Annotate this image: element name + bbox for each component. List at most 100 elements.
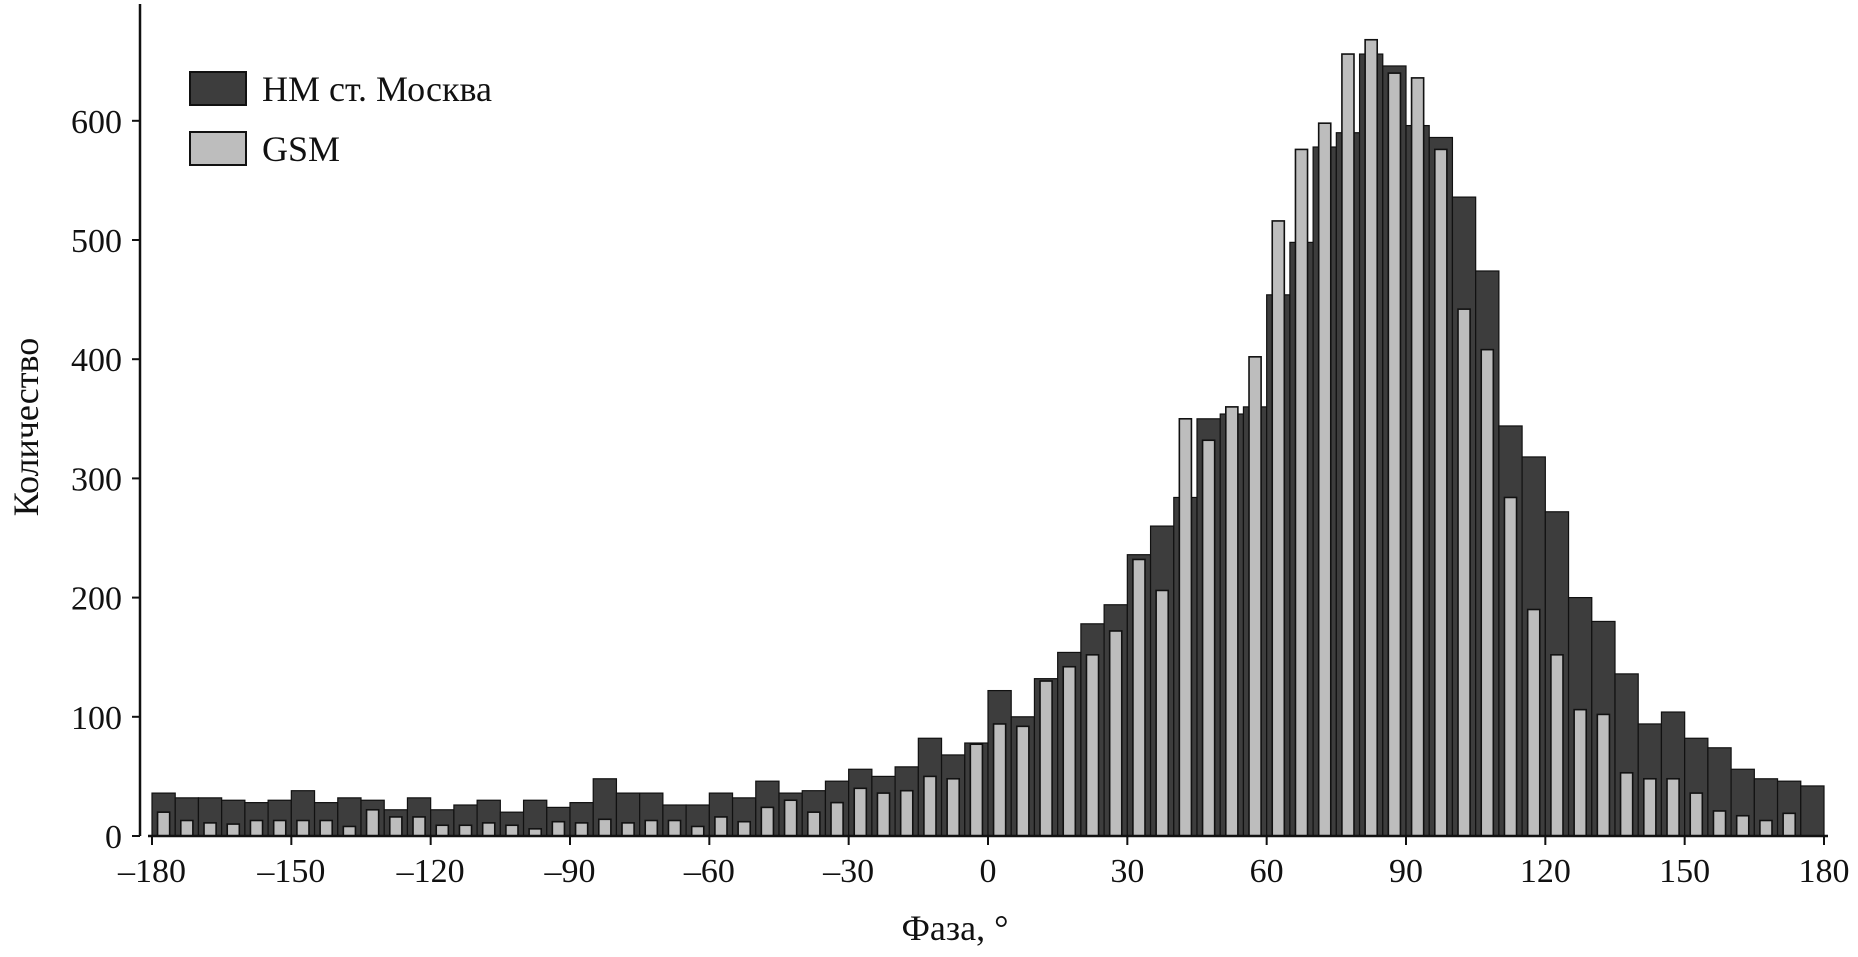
legend-swatch-gsm [189, 131, 247, 166]
legend: НМ ст. Москва GSM [189, 69, 492, 169]
bar-gsm [667, 819, 682, 837]
bar-gsm [690, 825, 705, 837]
y-tick-label: 600 [71, 104, 122, 141]
y-tick-label: 0 [105, 819, 122, 856]
bar-gsm [946, 777, 961, 837]
bar-gsm [1712, 810, 1727, 837]
bar-gsm [1619, 772, 1634, 837]
x-tick-label: 30 [1110, 853, 1144, 890]
x-tick-label: –30 [822, 853, 874, 890]
x-tick-label: 0 [980, 853, 997, 890]
bar-gsm [1643, 777, 1657, 837]
bar-moscow [1800, 785, 1825, 837]
x-tick-label: 120 [1520, 853, 1571, 890]
bar-gsm [481, 822, 496, 837]
bar-gsm [597, 818, 612, 837]
bar-gsm [830, 801, 844, 837]
bar-gsm [876, 792, 891, 837]
legend-label-moscow: НМ ст. Москва [262, 69, 492, 109]
bar-gsm [1108, 630, 1123, 837]
y-tick-label: 300 [71, 461, 122, 498]
bar-gsm [899, 789, 914, 837]
bar-gsm [1294, 148, 1309, 837]
bar-gsm [574, 822, 589, 837]
bar-gsm [319, 819, 334, 837]
x-tick-label: 90 [1389, 853, 1423, 890]
bar-gsm [1596, 713, 1611, 837]
x-tick-label: –90 [544, 853, 596, 890]
bar-gsm [1457, 308, 1471, 837]
y-tick-label: 400 [71, 342, 122, 379]
bar-gsm [969, 743, 984, 837]
bar-gsm [342, 825, 357, 837]
bar-gsm [1317, 122, 1332, 837]
bar-gsm [1062, 665, 1077, 837]
x-tick-label: 180 [1799, 853, 1850, 890]
bar-gsm [992, 723, 1007, 837]
bar-gsm [1364, 38, 1379, 837]
y-tick-label: 200 [71, 581, 122, 618]
series-moscow-bars [151, 53, 1825, 837]
x-axis-ticks: –180 –150 –120 –90 –60 –30 0 30 60 90 120 150 180 [117, 836, 1850, 890]
bar-gsm [1341, 53, 1355, 837]
bar-gsm [156, 811, 171, 837]
bar-gsm [1782, 812, 1797, 837]
bar-gsm [760, 806, 775, 837]
legend-label-gsm: GSM [262, 129, 340, 169]
bar-gsm [1759, 819, 1773, 837]
bar-gsm [1201, 439, 1216, 837]
bar-gsm [1225, 406, 1239, 837]
y-tick-label: 500 [71, 223, 122, 260]
bar-gsm [1015, 725, 1030, 837]
bar-gsm [1526, 608, 1541, 837]
x-tick-label: –150 [256, 853, 325, 890]
legend-swatch-moscow [189, 71, 247, 106]
x-tick-label: –180 [117, 853, 186, 890]
y-tick-label: 100 [71, 700, 122, 737]
bar-gsm [1155, 589, 1170, 837]
x-tick-label: –120 [396, 853, 465, 890]
bar-gsm [1039, 680, 1053, 837]
bar-gsm [203, 822, 217, 837]
bar-gsm [1434, 148, 1448, 837]
bar-gsm [412, 816, 426, 837]
bar-gsm [621, 822, 635, 837]
x-tick-label: 150 [1659, 853, 1710, 890]
bar-gsm [249, 819, 264, 837]
bar-gsm [644, 819, 659, 837]
bar-gsm [272, 819, 287, 837]
x-axis-title: Фаза, ° [901, 908, 1008, 948]
bar-gsm [1689, 792, 1704, 837]
bar-gsm [296, 819, 310, 837]
bar-gsm [1666, 777, 1680, 837]
x-tick-label: –60 [683, 853, 735, 890]
bar-gsm [1550, 654, 1564, 837]
bar-gsm [1573, 708, 1588, 837]
bar-gsm [505, 824, 519, 837]
bar-gsm [1271, 220, 1286, 837]
bar-gsm [388, 816, 403, 837]
bar-gsm [1085, 654, 1100, 837]
bar-gsm [1132, 558, 1146, 837]
bar-gsm [226, 823, 241, 837]
bar-gsm [365, 808, 380, 837]
bar-gsm [1735, 814, 1750, 837]
bar-gsm [737, 820, 752, 837]
bar-gsm [458, 824, 473, 837]
x-tick-label: 60 [1250, 853, 1284, 890]
bar-gsm [1387, 72, 1402, 837]
bar-gsm [923, 775, 937, 837]
bar-gsm [1410, 77, 1425, 837]
y-axis-title: Количество [6, 338, 46, 516]
bar-gsm [783, 799, 798, 837]
y-axis-ticks: 0 100 200 300 400 500 600 [71, 104, 140, 856]
bar-gsm [180, 819, 194, 837]
bar-gsm [853, 787, 868, 837]
bar-gsm [1480, 348, 1495, 837]
bar-gsm [806, 811, 821, 837]
bar-gsm [1248, 356, 1262, 837]
bar-gsm [435, 824, 450, 837]
bar-gsm [714, 816, 728, 837]
bar-gsm [1178, 417, 1193, 837]
